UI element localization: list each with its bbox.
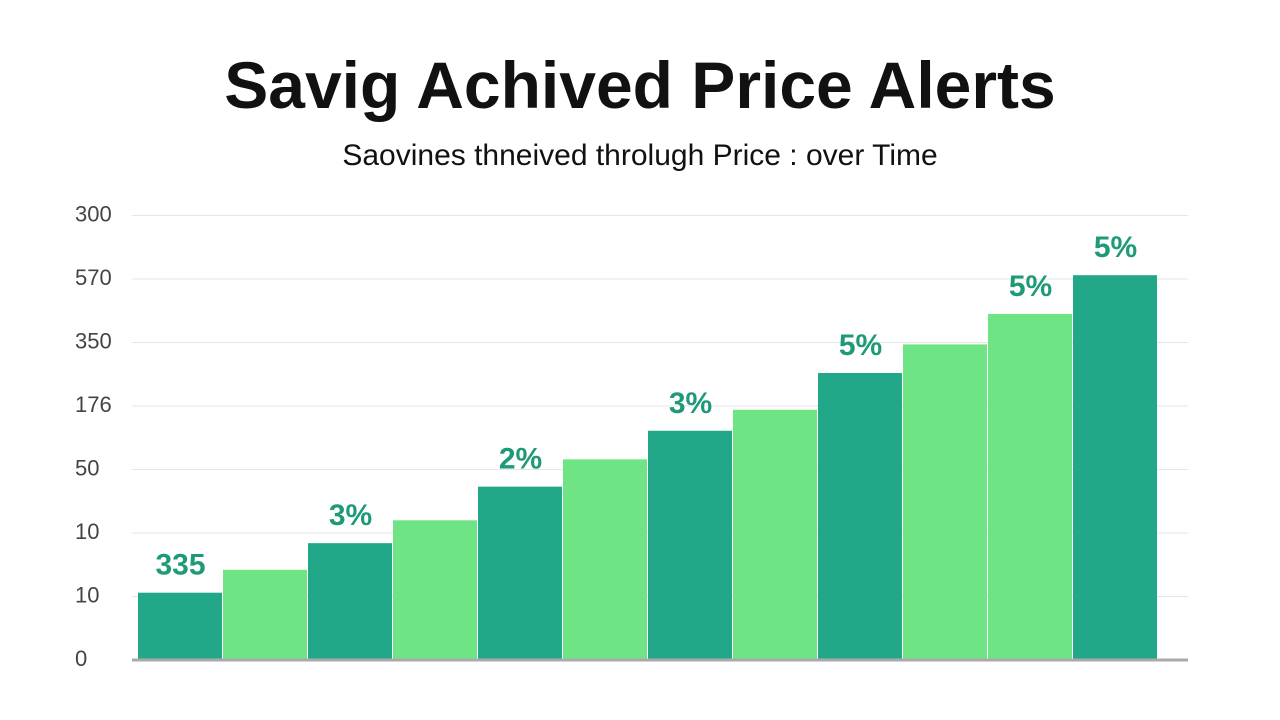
- y-tick-label: 176: [75, 392, 112, 417]
- y-tick-label: 300: [75, 201, 112, 226]
- bar: [903, 344, 987, 660]
- bar: [733, 409, 817, 660]
- y-tick-label: 570: [75, 265, 112, 290]
- y-tick-label: 50: [75, 455, 99, 480]
- bar: [648, 430, 732, 660]
- y-tick-label: 0: [75, 646, 87, 671]
- bar: [393, 520, 477, 660]
- bar: [988, 313, 1072, 660]
- bar: [308, 543, 392, 660]
- y-tick-label: 10: [75, 582, 99, 607]
- bar: [138, 592, 222, 660]
- bar-label: 5%: [839, 329, 882, 362]
- bar-label: 335: [155, 549, 205, 582]
- y-tick-label: 10: [75, 519, 99, 544]
- chart-title: Savig Achived Price Alerts: [224, 48, 1055, 122]
- bar-label: 2%: [499, 443, 542, 476]
- y-tick-label: 350: [75, 328, 112, 353]
- bar-label: 3%: [329, 499, 372, 532]
- bar-label: 5%: [1009, 270, 1052, 303]
- chart-subtitle: Saovines thneived throlugh Price : over …: [342, 139, 937, 172]
- bar: [563, 459, 647, 660]
- bar-label: 3%: [669, 387, 712, 420]
- bar: [223, 569, 307, 660]
- bar-label: 5%: [1094, 231, 1137, 264]
- bar: [478, 486, 562, 660]
- bar: [1073, 275, 1157, 660]
- bar: [818, 372, 902, 660]
